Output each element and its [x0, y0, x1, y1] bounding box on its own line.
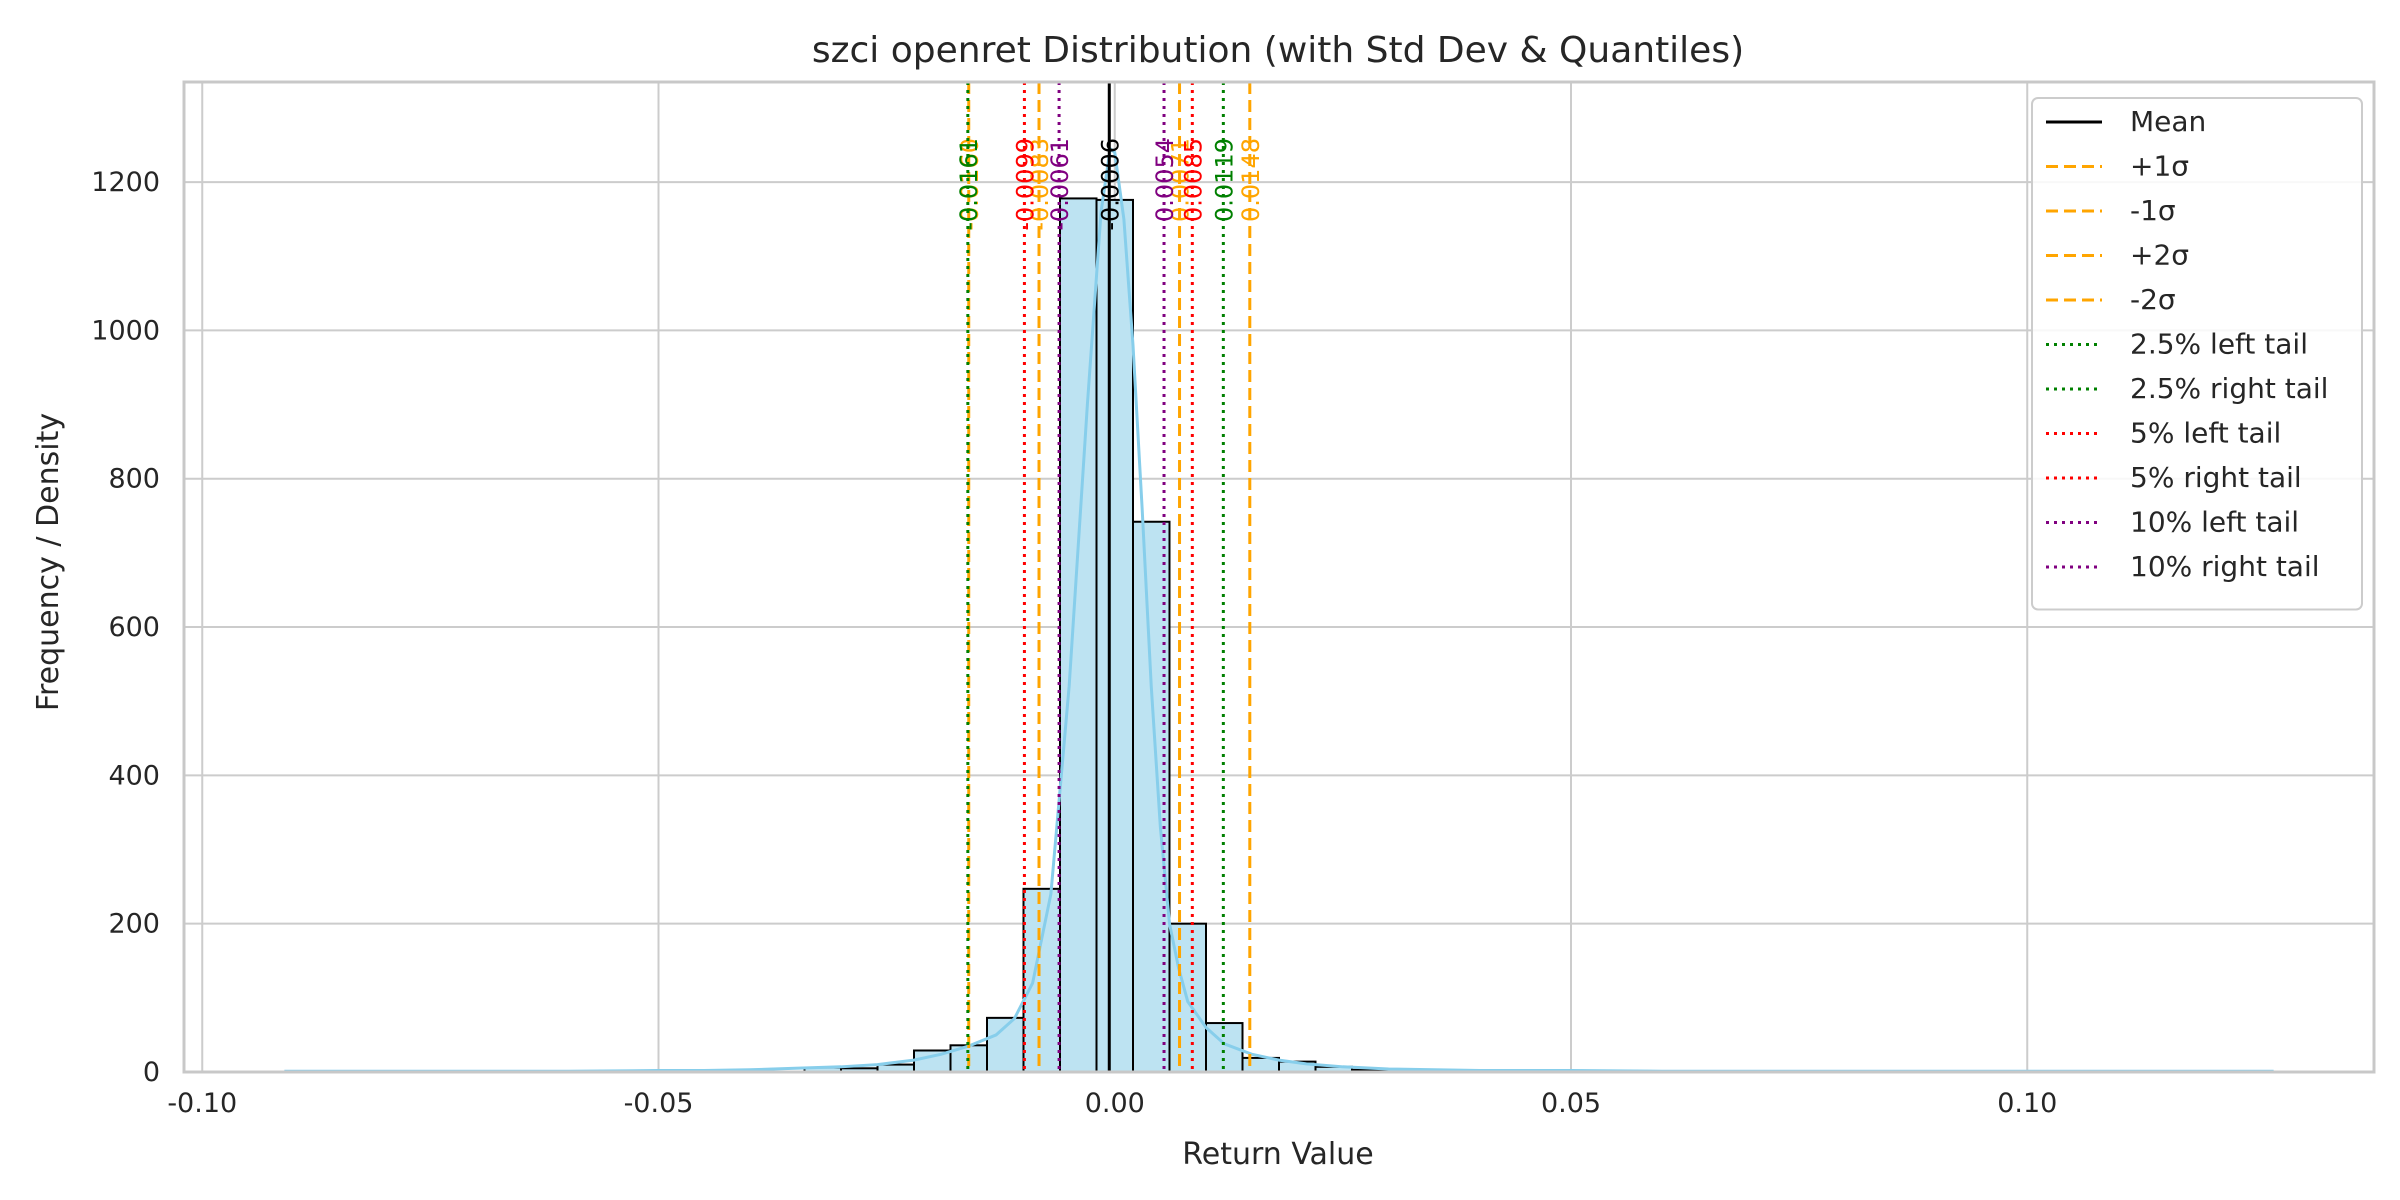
- chart-title: szci openret Distribution (with Std Dev …: [812, 30, 1744, 71]
- legend-label-plus2: +2σ: [2130, 239, 2189, 272]
- x-tick-label: -0.10: [167, 1088, 237, 1119]
- reference-value-label-q025r: 0.0119: [1210, 138, 1238, 222]
- reference-value-label-plus1: 0.0071: [1167, 138, 1195, 222]
- reference-value-label-minus2: -0.0160: [956, 138, 984, 231]
- histogram-bar: [1022, 887, 1061, 1074]
- x-tick-label: 0.10: [1997, 1088, 2057, 1119]
- legend-label-minus1: -1σ: [2130, 194, 2176, 227]
- reference-value-label-mean: -0.0006: [1096, 138, 1124, 231]
- legend-label-q05r: 5% right tail: [2130, 461, 2302, 494]
- y-tick-label: 0: [143, 1057, 160, 1088]
- histogram-bar: [1059, 197, 1098, 1074]
- reference-value-label-q10l: -0.0061: [1046, 138, 1074, 231]
- plot-frame: [182, 80, 2376, 1074]
- axes-frame: [182, 80, 2376, 1074]
- reference-value-label-q10r: 0.0054: [1151, 138, 1179, 222]
- y-tick-label: 1000: [91, 315, 160, 346]
- histogram-bar: [1095, 198, 1134, 1074]
- reference-value-label-q05r: 0.0085: [1179, 138, 1207, 222]
- y-tick-label: 1200: [91, 167, 160, 198]
- legend-label-q05l: 5% left tail: [2130, 417, 2281, 450]
- y-tick-label: 400: [108, 760, 160, 791]
- y-tick-label: 200: [108, 909, 160, 940]
- x-axis-label: Return Value: [1182, 1137, 1373, 1172]
- reference-lines: -0.0006 0.0071 -0.0083 0.0148 -0.0160-0.0161…: [955, 82, 1265, 1072]
- x-tick-label: -0.05: [624, 1088, 694, 1119]
- legend-label-minus2: -2σ: [2130, 283, 2176, 316]
- x-tick-label: 0.00: [1085, 1088, 1145, 1119]
- legend-box: [2031, 97, 2363, 611]
- x-tick-label: 0.05: [1541, 1088, 1601, 1119]
- legend-label-q025r: 2.5% right tail: [2130, 372, 2328, 405]
- legend-label-q10l: 10% left tail: [2130, 506, 2299, 539]
- legend-label-plus1: +1σ: [2130, 150, 2189, 183]
- reference-value-label-plus2: 0.0148: [1237, 138, 1265, 222]
- y-axis-label: Frequency / Density: [31, 413, 66, 711]
- reference-value-label-q025l: -0.0161: [955, 138, 983, 231]
- legend-label-q10r: 10% right tail: [2130, 550, 2320, 583]
- reference-value-label-minus1: -0.0083: [1026, 138, 1054, 231]
- y-tick-label: 600: [108, 612, 160, 643]
- legend: Mean +1σ -1σ +2σ -2σ 2.5% left tail 2.5% right…: [2031, 97, 2363, 611]
- tick-labels: -0.10 -0.05 0.00 0.05 0.10 0 200 400 600 800 1000 1…: [91, 167, 2057, 1119]
- reference-value-label-q05l: -0.0099: [1011, 138, 1039, 231]
- legend-label-mean: Mean: [2130, 105, 2206, 138]
- legend-label-q025l: 2.5% left tail: [2130, 328, 2308, 361]
- y-tick-label: 800: [108, 464, 160, 495]
